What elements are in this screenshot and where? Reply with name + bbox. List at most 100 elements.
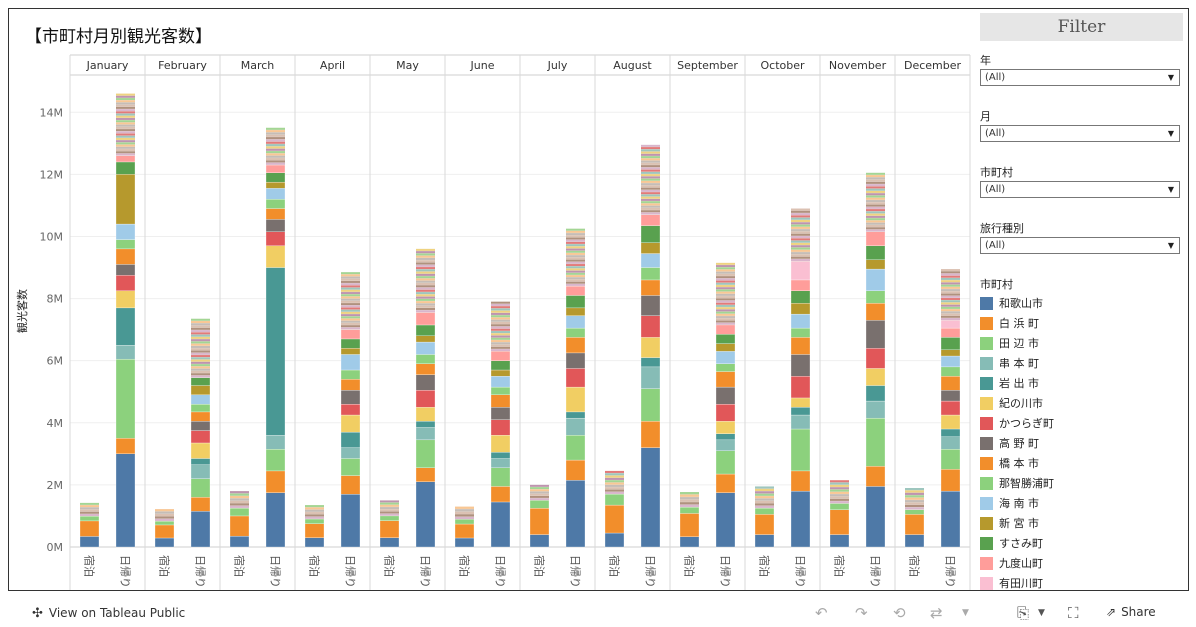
bar-segment-minor [416, 308, 435, 310]
redo-icon[interactable]: ↷ [855, 604, 868, 622]
bar-segment-minor [191, 355, 210, 358]
bar-segment [865, 385, 886, 402]
bar-segment-minor [716, 296, 735, 299]
bar-segment [490, 407, 511, 420]
month-select[interactable]: (All) ▼ [980, 125, 1180, 142]
bar-segment [940, 366, 961, 377]
category-label: 宿泊 [383, 555, 397, 577]
bar-segment [640, 447, 661, 548]
bar-segment-minor [791, 240, 810, 243]
legend-item[interactable]: 紀の川市 [980, 395, 1043, 410]
bar-segment [340, 369, 361, 380]
legend-swatch [980, 416, 993, 430]
legend-item[interactable]: 高 野 町 [980, 435, 1039, 450]
bar-segment [754, 534, 775, 548]
bar-segment-minor [116, 95, 135, 98]
bar-segment-minor [866, 172, 885, 175]
bar-segment-minor [491, 337, 510, 340]
travel-type-select[interactable]: (All) ▼ [980, 237, 1180, 254]
share-button[interactable]: ⇗ Share [1106, 605, 1156, 619]
undo-icon[interactable]: ↶ [815, 604, 828, 622]
bar-segment-minor [941, 300, 960, 303]
bar-segment [754, 514, 775, 535]
bar-segment-minor [941, 291, 960, 294]
bar-segment-minor [905, 500, 924, 503]
bar-segment-minor [791, 245, 810, 248]
legend-swatch [980, 516, 993, 530]
bar-segment-minor [566, 261, 585, 264]
legend-item[interactable]: すさみ町 [980, 535, 1043, 550]
view-on-tableau-link[interactable]: ✣ View on Tableau Public [32, 606, 185, 621]
bar-segment [865, 259, 886, 270]
bar-segment-minor [116, 98, 135, 100]
chevron-down-icon[interactable]: ▼ [1038, 608, 1045, 618]
bar-segment-minor [116, 104, 135, 107]
legend-item[interactable]: 岩 出 市 [980, 375, 1039, 390]
legend-label: 紀の川市 [999, 397, 1043, 410]
bar-segment [940, 428, 961, 437]
bar-segment [529, 508, 550, 535]
municipality-select-value: (All) [985, 184, 1006, 195]
travel-type-select-value: (All) [985, 240, 1006, 251]
fullscreen-icon[interactable]: ⛶ [1068, 604, 1079, 622]
legend-label: すさみ町 [999, 537, 1043, 550]
legend-swatch [980, 396, 993, 410]
bar-segment-minor [380, 509, 399, 512]
bar-segment-minor [491, 315, 510, 318]
bar-segment-minor [155, 518, 174, 521]
bar-segment-minor [116, 100, 135, 103]
bar-segment-minor [341, 285, 360, 288]
bar-segment-minor [491, 317, 510, 320]
bar-segment-minor [641, 205, 660, 208]
bar-segment-minor [791, 233, 810, 236]
bar-segment-minor [455, 514, 474, 517]
bar-segment-minor [341, 320, 360, 323]
bar-segment-minor [716, 287, 735, 290]
year-select[interactable]: (All) ▼ [980, 69, 1180, 86]
refresh-icon[interactable]: ⇄ [930, 604, 943, 622]
bar-segment-minor [755, 503, 774, 506]
download-icon[interactable]: ⎘ [1017, 604, 1030, 622]
legend-item[interactable]: 和歌山市 [980, 295, 1043, 310]
bar-segment-minor [941, 275, 960, 278]
bar-segment-minor [566, 228, 585, 231]
legend-item[interactable]: 白 浜 町 [980, 315, 1039, 330]
bar-segment-minor [791, 226, 810, 229]
legend-item[interactable]: 九度山町 [980, 555, 1043, 570]
legend-item[interactable]: 串 本 町 [980, 355, 1039, 370]
bar-segment-minor [566, 277, 585, 280]
bar-segment [940, 337, 961, 350]
revert-icon[interactable]: ⟲ [893, 604, 906, 622]
chevron-down-icon[interactable]: ▼ [962, 608, 969, 618]
legend-label: かつらぎ町 [999, 417, 1054, 430]
legend-item[interactable]: 海 南 市 [980, 495, 1039, 510]
category-label: 日帰り [344, 555, 357, 588]
bar-segment [790, 327, 811, 338]
bar-segment-minor [641, 185, 660, 188]
legend-item[interactable]: 新 宮 市 [980, 515, 1039, 530]
legend-item[interactable]: 那智勝浦町 [980, 475, 1054, 490]
legend-label: 高 野 町 [999, 437, 1039, 450]
legend-item[interactable]: 有田川町 [980, 575, 1043, 590]
filter-button[interactable]: Filter [980, 13, 1183, 41]
bar-segment [454, 519, 475, 525]
legend-item[interactable]: 田 辺 市 [980, 335, 1039, 350]
legend-item[interactable]: 橋 本 市 [980, 455, 1039, 470]
view-link-label: View on Tableau Public [48, 606, 186, 620]
bar-segment [115, 290, 136, 309]
bar-segment-minor [491, 303, 510, 306]
bar-segment-minor [941, 286, 960, 289]
municipality-select[interactable]: (All) ▼ [980, 181, 1180, 198]
legend-item[interactable]: かつらぎ町 [980, 415, 1054, 430]
bar-segment-minor [905, 490, 924, 493]
category-label: 日帰り [119, 555, 132, 588]
bar-segment-minor [755, 496, 774, 499]
bar-segment [790, 261, 811, 281]
bar-segment-minor [80, 507, 99, 510]
bar-segment-minor [566, 275, 585, 278]
bar-segment [715, 386, 736, 405]
bar-segment-minor [491, 306, 510, 309]
y-tick-label: 4M [47, 417, 64, 430]
bar-segment [565, 295, 586, 309]
bar-segment-minor [641, 201, 660, 204]
